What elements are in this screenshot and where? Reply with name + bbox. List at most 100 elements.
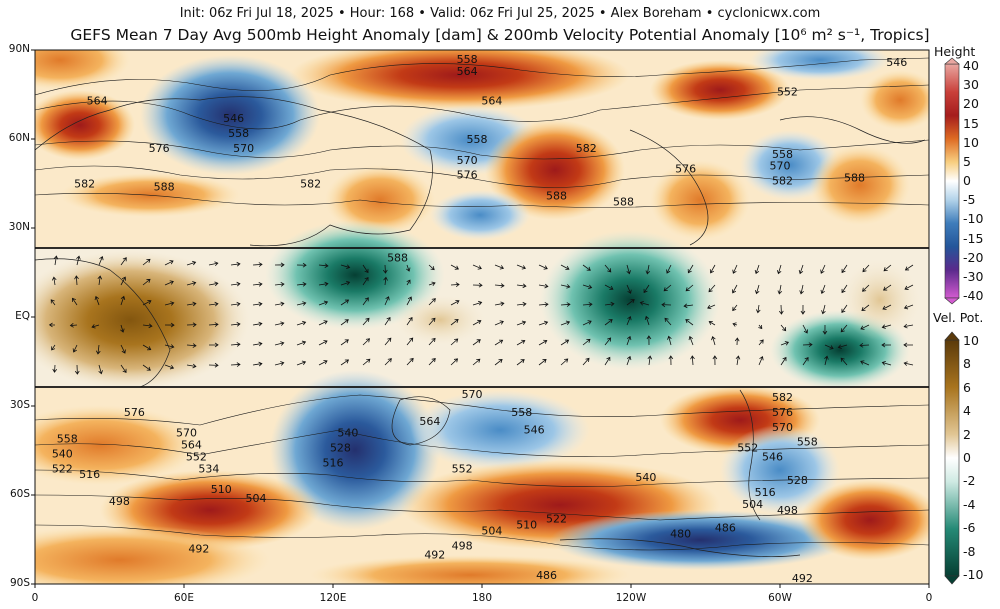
wind-arrow — [186, 281, 197, 286]
wind-arrow — [318, 340, 328, 346]
sh-height-anomaly — [35, 370, 929, 584]
wind-arrow — [604, 264, 612, 273]
contour-label-nh-18: 576 — [675, 163, 696, 176]
wind-arrow — [516, 283, 527, 289]
wind-arrow — [735, 355, 741, 366]
contour-label-nh-22: 570 — [770, 160, 791, 173]
colorbar-label: 0 — [963, 450, 971, 465]
wind-arrow — [252, 321, 263, 327]
wind-arrow — [754, 284, 760, 295]
wind-arrow — [560, 302, 571, 307]
wind-arrow — [516, 359, 525, 366]
wind-arrow — [94, 295, 100, 306]
lon-label: 120W — [615, 592, 647, 604]
wind-arrow — [318, 360, 328, 366]
wind-arrow — [604, 319, 613, 326]
wind-arrow — [903, 304, 914, 310]
wind-arrow — [384, 316, 391, 326]
wind-arrow — [685, 284, 694, 292]
wind-arrow — [91, 324, 100, 329]
wind-arrow — [318, 320, 328, 326]
vp-colorbar-title: Vel. Pot. — [933, 310, 984, 325]
wind-arrow — [688, 335, 694, 346]
wind-arrow — [383, 276, 388, 286]
wind-arrow — [708, 284, 716, 293]
wind-arrow — [472, 300, 483, 306]
chart-subtitle: Init: 06z Fri Jul 18, 2025 • Hour: 168 •… — [179, 6, 821, 21]
wind-arrow — [76, 255, 81, 266]
wind-arrow — [51, 276, 57, 286]
wind-arrow — [428, 281, 436, 287]
wind-arrow — [626, 335, 632, 346]
wind-arrow — [428, 337, 436, 346]
wind-arrow — [516, 264, 527, 270]
wind-arrow — [802, 356, 809, 366]
contour-label-sh-35: 552 — [737, 442, 758, 455]
contour-label-sh-29: 486 — [536, 569, 557, 582]
wind-arrow — [164, 280, 174, 286]
wind-arrow — [164, 260, 174, 266]
colorbar-label: 10 — [963, 134, 979, 150]
wind-arrow — [340, 319, 349, 326]
contour-label-sh-9: 534 — [198, 462, 219, 475]
wind-arrow — [639, 301, 650, 306]
contour-label-nh-12: 558 — [467, 133, 488, 146]
wind-arrow — [186, 343, 197, 348]
height-colorbar-top-arrow — [944, 57, 960, 65]
wind-arrow — [860, 360, 870, 366]
wind-arrow — [274, 301, 285, 307]
wind-arrow — [582, 264, 591, 271]
wind-arrow — [645, 264, 651, 275]
wind-arrow — [494, 264, 505, 270]
contour-label-sh-7: 564 — [181, 439, 202, 452]
wind-arrow — [164, 344, 175, 349]
wind-arrow — [472, 282, 483, 288]
wind-arrow — [883, 264, 892, 272]
wind-arrow — [52, 364, 58, 373]
wind-arrow — [274, 341, 285, 346]
wind-arrow — [362, 317, 370, 326]
lat-label: 90S — [9, 577, 30, 589]
wind-arrow — [142, 299, 152, 306]
vp-colorbar — [944, 339, 960, 577]
wind-arrow — [362, 264, 369, 274]
wind-arrow — [663, 284, 672, 292]
wind-arrow — [406, 264, 411, 272]
lon-label: 120E — [319, 592, 347, 604]
colorbar-label: 0 — [963, 173, 971, 188]
wind-arrow — [274, 262, 285, 268]
contour-label-sh-2: 540 — [52, 447, 73, 460]
colorbar-label: -8 — [963, 543, 976, 559]
wind-arrow — [668, 355, 674, 366]
colorbar-label: -10 — [963, 567, 984, 582]
wind-arrow — [472, 358, 481, 366]
contour-label-nh-6: 588 — [154, 180, 175, 193]
wind-arrow — [494, 301, 505, 307]
wind-arrow — [318, 263, 329, 268]
lat-label: 90N — [8, 43, 30, 55]
wind-arrow — [802, 324, 808, 334]
wind-arrow — [252, 281, 263, 287]
wind-arrow — [582, 320, 592, 326]
wind-arrow — [824, 344, 834, 350]
wind-arrow — [208, 261, 219, 266]
wind-arrow — [340, 299, 350, 306]
wind-arrow — [230, 321, 241, 327]
wind-arrow — [318, 281, 329, 287]
height-colorbar-title: Height — [934, 44, 976, 59]
wind-arrow — [904, 284, 914, 290]
contour-label-sh-33: 570 — [772, 421, 793, 434]
wind-arrow — [494, 339, 504, 346]
contour-label-nh-17: 588 — [613, 195, 634, 208]
wind-arrow — [538, 302, 549, 307]
wind-arrow — [340, 264, 351, 270]
wind-arrow — [296, 301, 307, 306]
contour-label-nh-8: 588 — [387, 252, 408, 265]
wind-arrow — [538, 264, 548, 270]
contour-label-sh-32: 576 — [772, 406, 793, 419]
wind-arrow — [51, 344, 56, 351]
wind-arrow — [296, 262, 307, 268]
coastlines — [35, 96, 926, 558]
colorbar-label: 6 — [963, 379, 971, 395]
